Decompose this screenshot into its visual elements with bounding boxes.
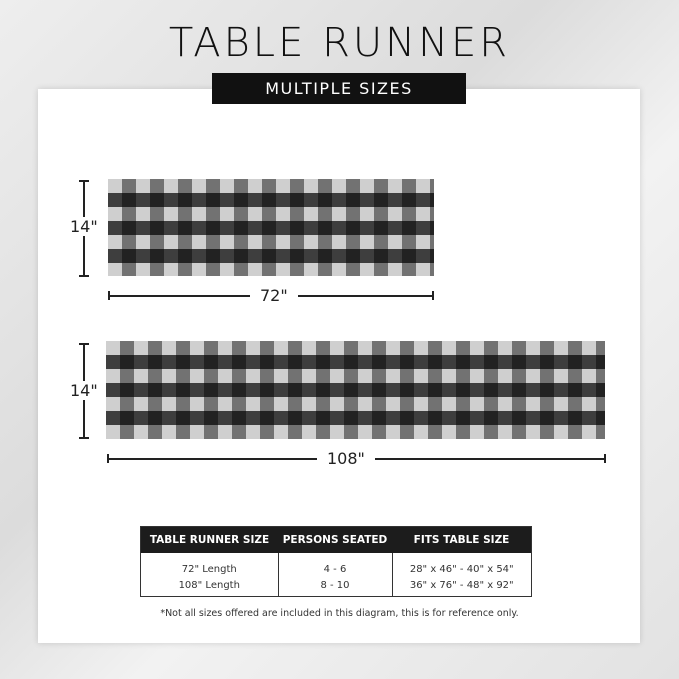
table-cell: 8 - 10 bbox=[277, 575, 392, 597]
dim-tick bbox=[108, 291, 110, 300]
table-cell: 36" x 76" - 48" x 92" bbox=[391, 575, 532, 597]
disclaimer-note: *Not all sizes offered are included in t… bbox=[160, 608, 519, 619]
table-cell: 72" Length bbox=[181, 564, 237, 575]
runner-108-image bbox=[106, 341, 605, 439]
dim-tick bbox=[604, 454, 606, 463]
runner-72-length-label: 72" bbox=[250, 286, 298, 305]
runner-72-image bbox=[108, 179, 434, 276]
table-row: 108" Length 8 - 10 36" x 76" - 48" x 92" bbox=[141, 575, 532, 597]
runner-108-width-label: 14" bbox=[66, 381, 102, 400]
dim-cap bbox=[79, 275, 89, 277]
page-title: TABLE RUNNER bbox=[168, 20, 511, 66]
table-cell: 108" Length bbox=[178, 580, 240, 591]
runner-108-length-label: 108" bbox=[317, 449, 375, 468]
dim-tick bbox=[107, 454, 109, 463]
subtitle-banner: MULTIPLE SIZES bbox=[212, 73, 466, 104]
runner-72-width-label: 14" bbox=[66, 217, 102, 236]
header-cell: TABLE RUNNER SIZE bbox=[140, 526, 278, 553]
size-table: TABLE RUNNER SIZE PERSONS SEATED FITS TA… bbox=[140, 526, 532, 597]
table-cell: 28" x 46" - 40" x 54" bbox=[391, 553, 532, 575]
table-header-row: TABLE RUNNER SIZE PERSONS SEATED FITS TA… bbox=[140, 526, 532, 553]
dim-tick bbox=[432, 291, 434, 300]
header-cell: PERSONS SEATED bbox=[278, 526, 392, 553]
table-row: 72" Length 4 - 6 28" x 46" - 40" x 54" bbox=[141, 553, 532, 575]
dim-cap bbox=[79, 437, 89, 439]
table-cell: 4 - 6 bbox=[277, 553, 392, 575]
header-cell: FITS TABLE SIZE bbox=[392, 526, 532, 553]
